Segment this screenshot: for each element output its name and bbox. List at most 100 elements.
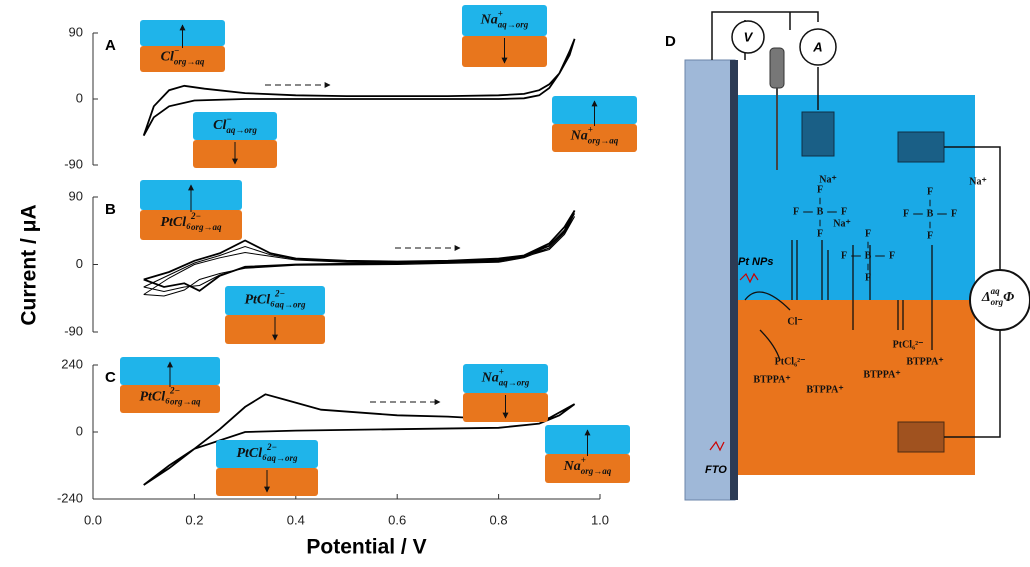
interface-inset: Na+org→aq (552, 96, 637, 152)
formula-base: PtCl₆ (160, 215, 191, 230)
formula-base: Cl (213, 118, 226, 133)
formula-base: Na (481, 371, 499, 386)
fluorine: F (865, 272, 871, 283)
meter-label: V (744, 29, 754, 44)
panel-label: C (105, 369, 116, 386)
y-tick-label: -90 (64, 323, 83, 338)
interface-inset: PtCl₆2−aq→org (216, 440, 318, 496)
x-axis-label: Potential / V (306, 536, 426, 559)
formula-sub: org→aq (581, 466, 612, 476)
platinate: PtCl₆²⁻ (775, 356, 806, 367)
formula-tail: Φ (1003, 290, 1014, 305)
formula-sup: aq (991, 286, 1001, 296)
fluorine: F (889, 250, 895, 261)
formula-sub: aq→org (498, 20, 529, 30)
meter-label: A (812, 39, 822, 54)
formula-base: Δ (981, 290, 991, 305)
boron: B (865, 250, 872, 261)
y-tick-label: -90 (64, 156, 83, 171)
chloride: Cl⁻ (787, 316, 802, 327)
fluorine: F (841, 206, 847, 217)
fto-electrode (685, 60, 735, 500)
figure: -90090ACl−org→aqNa+aq→orgNa+org→aqCl−aq→… (0, 0, 1030, 562)
formula-sup: 2− (169, 385, 180, 395)
y-tick-label: 0 (76, 90, 83, 105)
panel-label: D (665, 33, 676, 50)
fluorine: F (927, 186, 933, 197)
aq-ref-electrode (898, 132, 944, 162)
x-tick-label: 0.6 (388, 512, 406, 527)
interface-inset: Na+aq→org (462, 5, 547, 67)
aq-counter-electrode (802, 112, 834, 156)
x-tick-label: 0.0 (84, 512, 102, 527)
formula-sub: org→aq (170, 396, 201, 406)
formula-sub: org→aq (174, 57, 205, 67)
formula-sup: − (174, 46, 179, 56)
interface-inset: Na+org→aq (545, 425, 630, 483)
x-tick-label: 1.0 (591, 512, 609, 527)
cation: Na⁺ (833, 218, 851, 229)
y-tick-label: -240 (57, 490, 83, 505)
formula-sub: aq→org (275, 300, 306, 310)
fluorine: F (841, 250, 847, 261)
fluorine: F (793, 206, 799, 217)
interface-inset: Cl−aq→org (193, 112, 277, 168)
interface-inset: PtCl₆2−org→aq (120, 357, 220, 413)
formula-sup: + (588, 124, 593, 134)
platinate: PtCl₆²⁻ (893, 339, 924, 350)
formula-sup: 2− (274, 289, 285, 299)
formula-base: PtCl₆ (139, 390, 170, 405)
formula-sup: 2− (266, 442, 277, 452)
cation: Na⁺ (969, 176, 987, 187)
fluorine: F (865, 228, 871, 239)
formula-sub: org→aq (588, 135, 619, 145)
interface-inset: PtCl₆2−aq→org (225, 286, 325, 344)
formula-base: Na (563, 459, 581, 474)
btppa: BTPPA⁺ (753, 374, 790, 385)
interface-inset: PtCl₆2−org→aq (140, 180, 242, 240)
formula-sub: org→aq (191, 222, 222, 232)
fluorine: F (951, 208, 957, 219)
y-tick-label: 0 (76, 256, 83, 271)
formula-base: PtCl₆ (244, 293, 275, 308)
np-label: Pt NPs (738, 256, 773, 268)
formula-sub: aq→org (226, 125, 257, 135)
x-tick-label: 0.4 (287, 512, 305, 527)
x-tick-label: 0.2 (185, 512, 203, 527)
formula-sub: aq→org (267, 453, 298, 463)
fluorine: F (817, 184, 823, 195)
fluorine: F (817, 228, 823, 239)
y-tick-label: 240 (61, 356, 83, 371)
interface-inset: Na+aq→org (463, 364, 548, 422)
formula-sub: aq→org (499, 378, 530, 388)
electrode-edge (730, 60, 738, 500)
btppa: BTPPA⁺ (863, 369, 900, 380)
btppa: BTPPA⁺ (906, 356, 943, 367)
panel-label: A (105, 37, 116, 54)
boron: B (817, 206, 824, 217)
formula-sup: + (498, 9, 503, 19)
fto-label: FTO (705, 464, 727, 476)
org-ref-electrode (898, 422, 944, 452)
formula-base: Na (570, 129, 588, 144)
y-tick-label: 90 (69, 24, 83, 39)
formula-base: PtCl₆ (236, 446, 267, 461)
boron: B (927, 208, 934, 219)
fluorine: F (927, 230, 933, 241)
formula-base: Cl (161, 50, 174, 65)
fluorine: F (903, 208, 909, 219)
aqueous-phase (735, 95, 975, 300)
reference-electrode (770, 48, 784, 88)
formula-sup: 2− (190, 211, 201, 221)
y-tick-label: 90 (69, 188, 83, 203)
btppa: BTPPA⁺ (806, 384, 843, 395)
y-tick-label: 0 (76, 423, 83, 438)
x-tick-label: 0.8 (490, 512, 508, 527)
panel-label: B (105, 201, 116, 218)
formula-sup: + (499, 367, 504, 377)
formula-base: Na (480, 13, 498, 28)
formula-sub: org (991, 297, 1004, 307)
formula-sup: − (226, 114, 231, 124)
y-axis-label: Current / μA (18, 204, 41, 325)
formula-sup: + (581, 455, 586, 465)
